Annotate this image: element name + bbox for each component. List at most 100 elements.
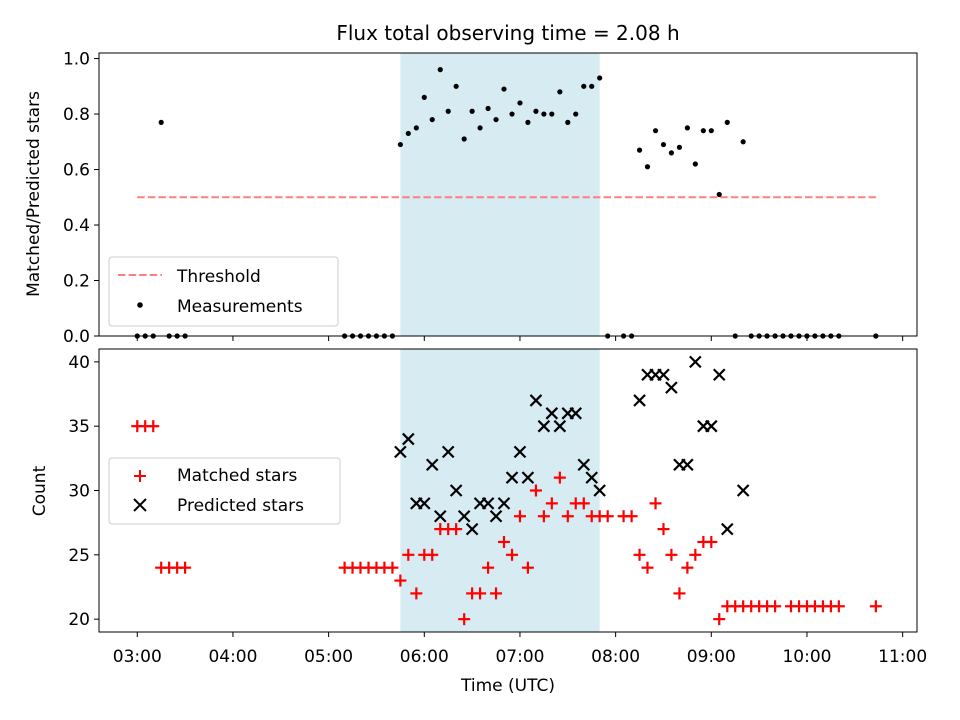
y-tick-label: 0.4 — [63, 216, 90, 236]
x-tick-label: 11:00 — [878, 647, 927, 667]
y-tick-label: 30 — [68, 482, 90, 502]
measurement-point — [469, 108, 475, 114]
measurement-point — [477, 125, 483, 131]
matched-star-point — [537, 510, 550, 523]
measurement-point — [429, 116, 435, 123]
predicted-star-point — [633, 394, 646, 407]
measurement-point — [724, 119, 730, 125]
predicted-star-point — [402, 432, 415, 446]
measurement-point — [668, 150, 675, 156]
predicted-star-point — [457, 509, 471, 523]
matched-star-point — [769, 600, 782, 613]
matched-star-point — [521, 561, 534, 574]
measurement-point — [509, 111, 515, 117]
measurement-point — [716, 191, 722, 198]
predicted-star-point — [537, 419, 551, 433]
predicted-star-point — [521, 471, 535, 484]
predicted-star-point — [593, 484, 606, 497]
predicted-star-point — [433, 509, 447, 523]
measurement-point — [485, 105, 491, 112]
measurement-point — [644, 164, 651, 170]
predicted-star-point — [665, 381, 678, 394]
measurement-point — [413, 125, 419, 131]
matched-star-point — [649, 497, 662, 510]
predicted-star-point — [736, 484, 750, 497]
matched-star-point — [497, 535, 510, 548]
matched-star-point — [490, 587, 503, 600]
predicted-star-point — [441, 445, 455, 459]
matched-star-point — [577, 497, 590, 510]
measurement-point — [445, 108, 451, 114]
predicted-star-point — [721, 522, 734, 536]
measurement-point — [461, 136, 467, 142]
matched-star-point — [179, 561, 192, 574]
x-tick-label: 09:00 — [687, 647, 736, 667]
predicted-stars-series — [394, 355, 750, 536]
predicted-star-point — [569, 407, 583, 420]
measurement-point — [676, 144, 683, 150]
matched-star-point — [869, 600, 882, 613]
chart-title: Flux total observing time = 2.08 h — [336, 21, 679, 45]
y-tick-label: 40 — [68, 353, 90, 373]
matched-star-point — [832, 600, 845, 613]
predicted-star-point — [689, 355, 702, 369]
observing-window-shade-bottom — [400, 349, 600, 632]
predicted-star-point — [481, 497, 495, 510]
matched-star-point — [402, 548, 415, 561]
bottom-y-axis-label: Count — [30, 465, 50, 516]
measurement-point — [453, 83, 459, 89]
measurement-point — [597, 75, 603, 81]
measurement-point — [573, 111, 579, 117]
x-tick-label: 10:00 — [782, 647, 831, 667]
matched-star-point — [394, 574, 407, 587]
predicted-star-point — [505, 471, 519, 484]
top-axes-frame — [98, 52, 918, 337]
matched-star-point — [545, 497, 558, 510]
predicted-star-point — [553, 419, 567, 433]
bottom-y-ticks: 20 25 30 35 40 — [68, 353, 99, 630]
matched-star-point — [681, 561, 694, 574]
bottom-x-ticks: 03:00 04:00 05:00 06:00 07:00 08:00 09:00 10:00… — [113, 632, 927, 667]
measurement-point — [636, 147, 643, 153]
measurement-point — [557, 89, 563, 95]
matched-star-point — [474, 587, 487, 600]
y-tick-label: 25 — [68, 546, 90, 566]
top-legend-box — [108, 256, 339, 327]
predicted-star-point — [489, 509, 503, 523]
measurement-point — [158, 119, 164, 125]
measurement-point — [692, 161, 698, 167]
predicted-star-point — [705, 419, 718, 433]
top-legend: Threshold Measurements — [108, 256, 339, 327]
matched-star-point — [665, 548, 678, 561]
matched-star-point — [482, 561, 495, 574]
measurement-point — [660, 141, 667, 148]
measurement-point — [652, 128, 659, 134]
matched-star-point — [529, 484, 542, 497]
bottom-legend: Matched stars Predicted stars — [108, 457, 341, 525]
measurement-point — [700, 128, 706, 134]
y-tick-label: 1.0 — [63, 50, 90, 70]
y-tick-label: 0.6 — [63, 161, 90, 181]
matched-star-point — [506, 548, 519, 561]
x-tick-label: 04:00 — [208, 647, 257, 667]
y-tick-label: 0.2 — [63, 272, 90, 292]
predicted-star-point — [513, 445, 527, 459]
matched-star-point — [458, 613, 471, 626]
matched-star-point — [553, 471, 566, 484]
predicted-star-point — [681, 458, 694, 472]
x-tick-label: 03:00 — [113, 647, 162, 667]
legend-predicted-swatch — [133, 498, 147, 512]
predicted-star-point — [585, 471, 598, 484]
measurement-point — [405, 130, 411, 137]
predicted-star-point — [449, 484, 463, 497]
measurement-point — [565, 119, 571, 125]
matched-star-point — [147, 420, 160, 433]
predicted-star-point — [497, 497, 511, 510]
predicted-star-point — [712, 368, 726, 382]
predicted-star-point — [425, 458, 439, 472]
matched-star-point — [657, 523, 670, 536]
legend-measurements-swatch — [137, 302, 143, 308]
x-tick-label: 05:00 — [304, 647, 353, 667]
measurement-point — [581, 83, 587, 89]
